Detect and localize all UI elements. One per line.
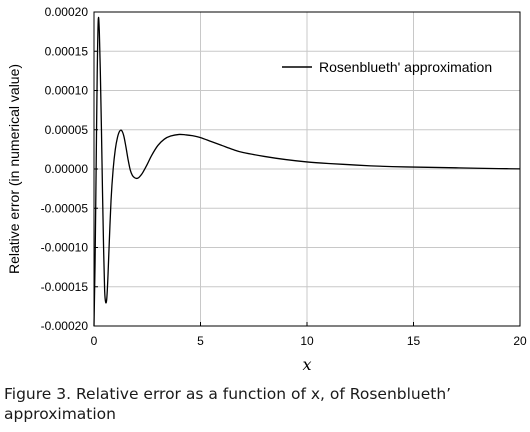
grid: [94, 12, 520, 326]
y-tick-label: 0.00005: [45, 123, 89, 137]
y-axis-title: Relative error (in numerical value): [6, 64, 22, 274]
legend: Rosenblueth' approximation: [282, 59, 492, 75]
x-tick-label: 20: [513, 334, 527, 348]
y-tick-label: -0.00010: [41, 241, 89, 255]
x-axis-ticks: 0 5 10 15 20: [91, 322, 527, 348]
series-line-rosenblueth-approximation: [93, 16, 521, 327]
legend-label: Rosenblueth' approximation: [319, 59, 492, 75]
x-tick-label: 5: [197, 334, 204, 348]
figure-caption: Figure 3. Relative error as a function o…: [4, 385, 452, 423]
y-tick-label: 0.00010: [45, 84, 89, 98]
y-tick-label: 0.00000: [45, 162, 89, 176]
x-tick-label: 10: [300, 334, 314, 348]
y-tick-label: 0.00020: [45, 5, 89, 19]
x-axis-title: x: [302, 355, 311, 374]
x-tick-label: 0: [91, 334, 98, 348]
y-axis-ticks: 0.00020 0.00015 0.00010 0.00005 0.00000 -0.00…: [41, 5, 98, 333]
y-tick-label: 0.00015: [45, 44, 89, 58]
chart: 0.00020 0.00015 0.00010 0.00005 0.00000 -0.00…: [6, 5, 527, 374]
y-tick-label: -0.00015: [41, 280, 89, 294]
y-tick-label: -0.00005: [41, 201, 89, 215]
y-tick-label: -0.00020: [41, 319, 89, 333]
x-tick-label: 15: [407, 334, 421, 348]
